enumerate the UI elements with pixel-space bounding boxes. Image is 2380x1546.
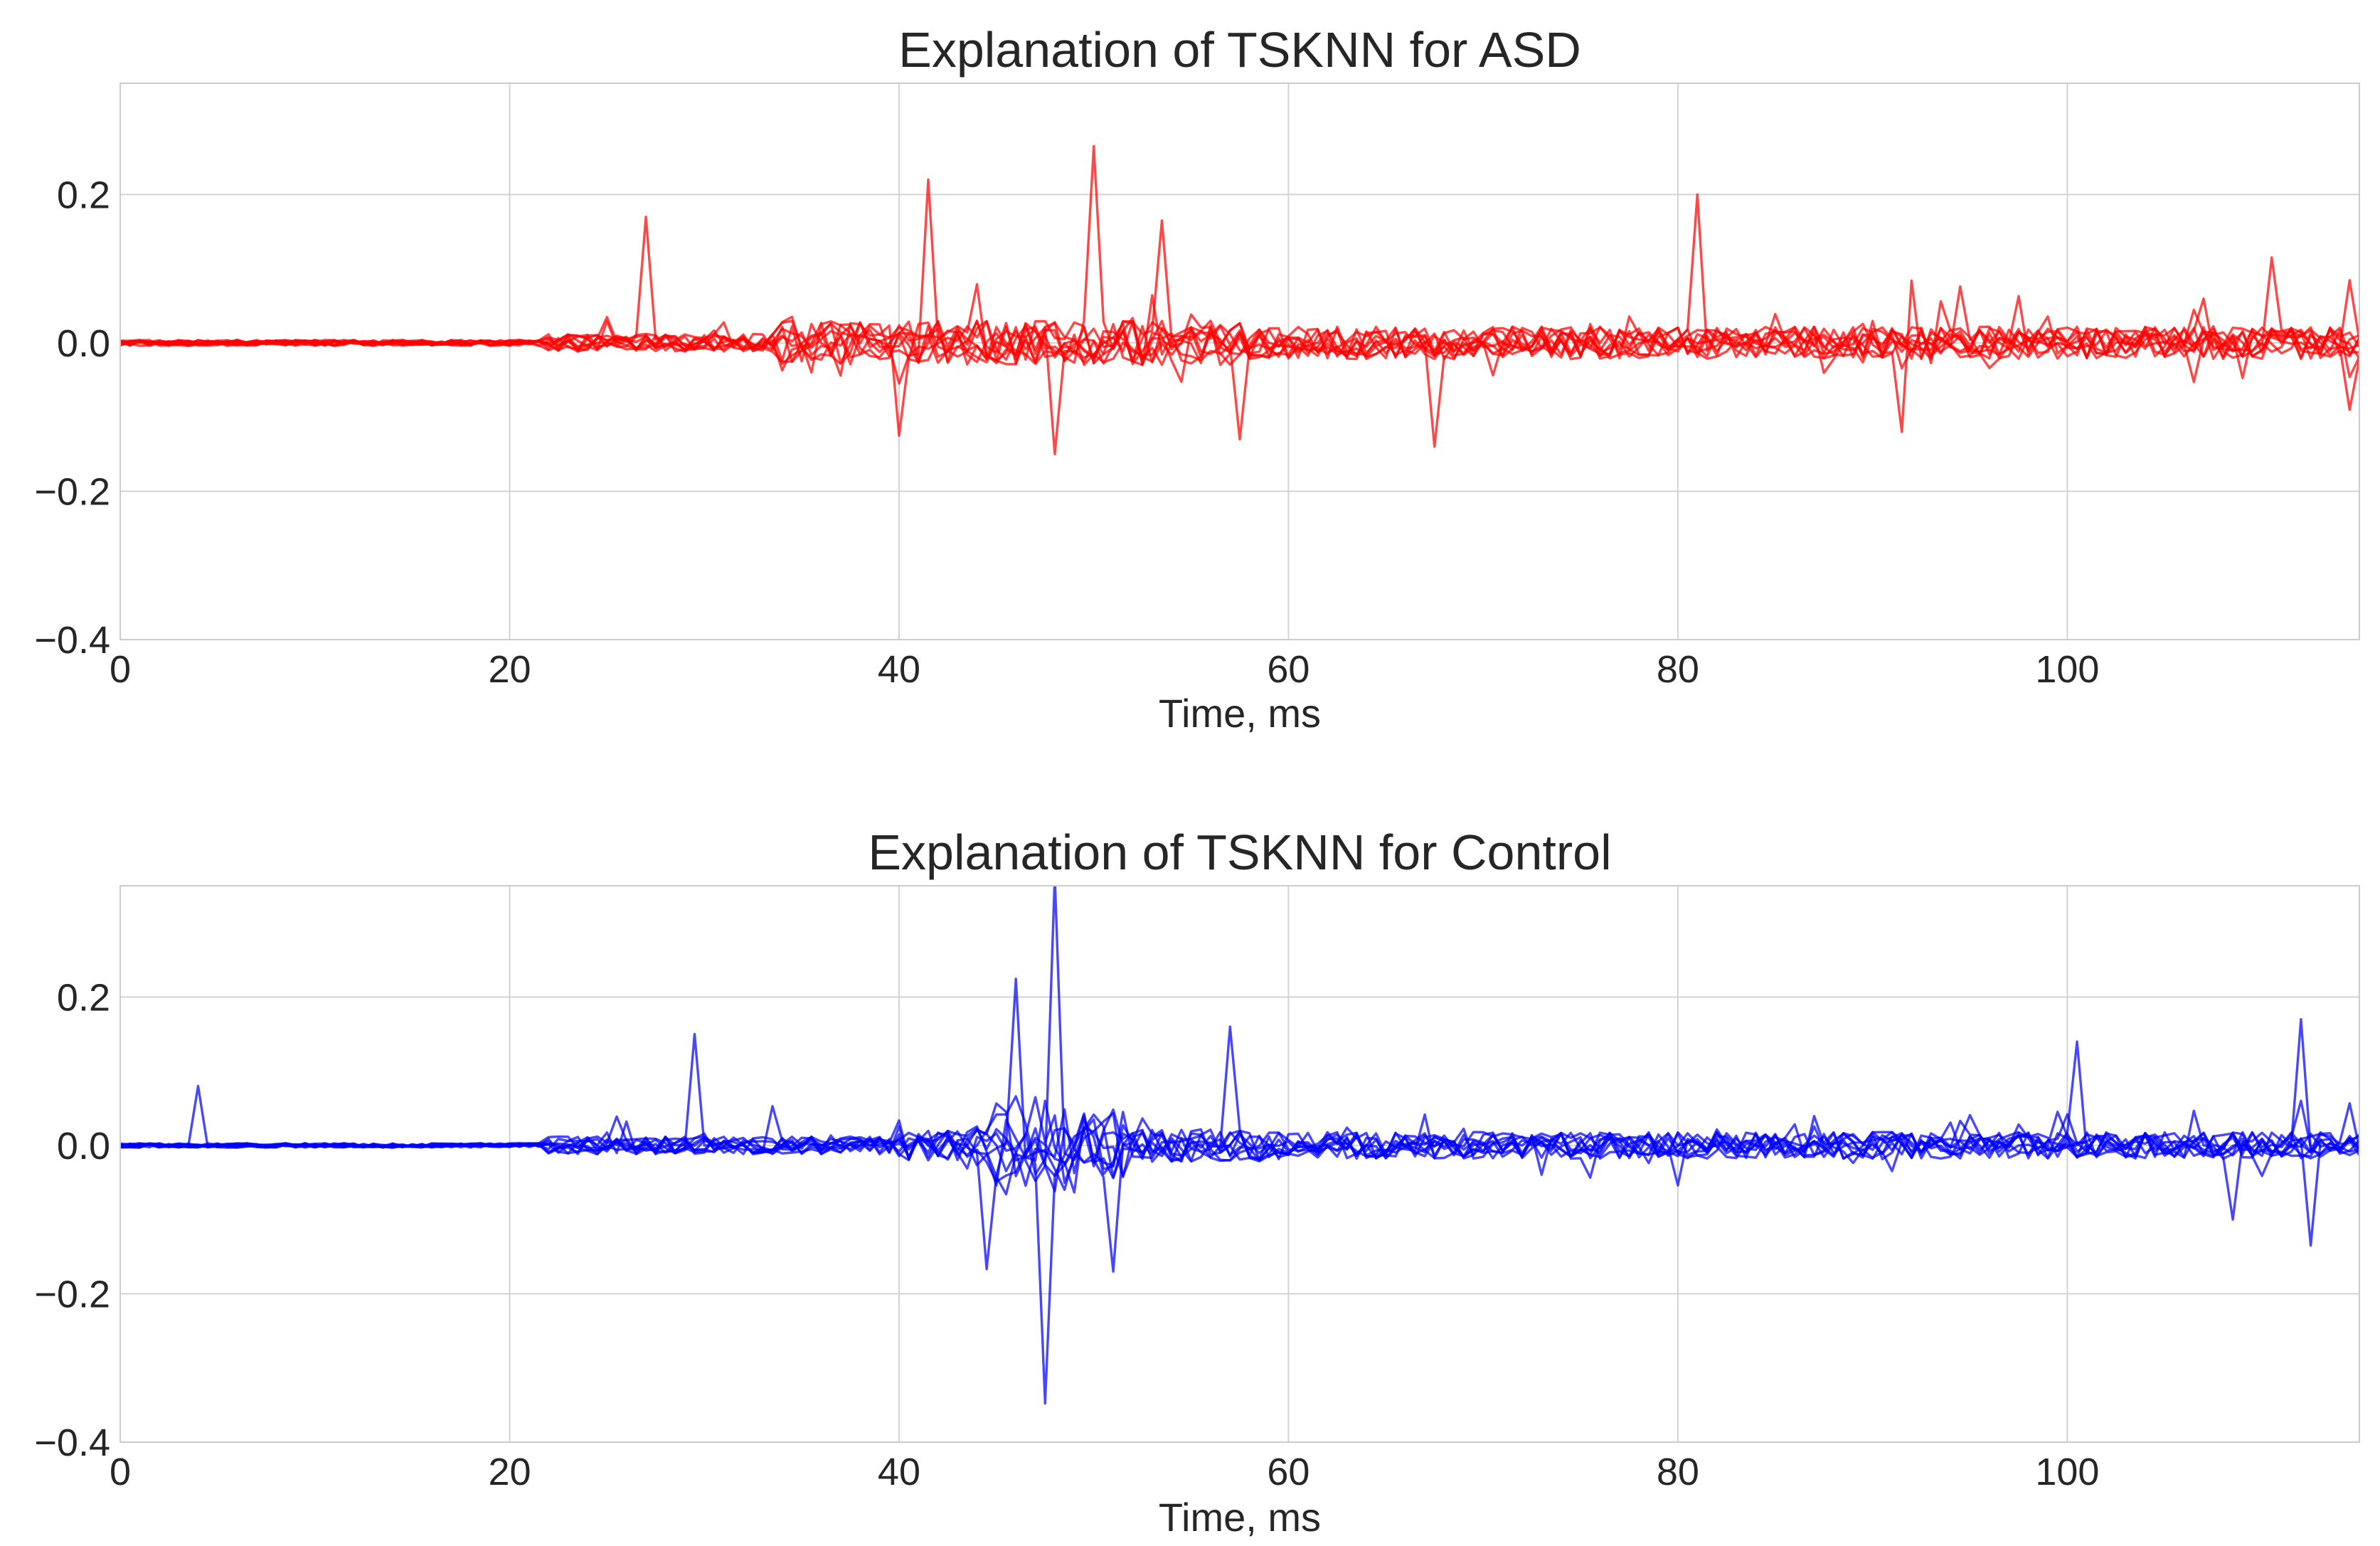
control-series-group bbox=[120, 886, 2359, 1405]
asd-series-line-10 bbox=[120, 279, 2359, 433]
asd-plot-frame bbox=[119, 83, 2360, 640]
asd-x-tick-label: 20 bbox=[488, 648, 531, 691]
asd-series-line-2 bbox=[120, 285, 2359, 437]
control-x-tick-label: 60 bbox=[1267, 1451, 1309, 1493]
asd-y-tick-label: −0.2 bbox=[34, 470, 110, 513]
asd-panel-title: Explanation of TSKNN for ASD bbox=[898, 22, 1581, 78]
control-tick-labels: 0 20 40 60 80 100 −0.4 −0.2 0.0 0.2 bbox=[34, 976, 2099, 1493]
asd-x-tick-label: 100 bbox=[2035, 648, 2099, 691]
control-x-tick-label: 20 bbox=[488, 1451, 531, 1493]
control-y-tick-label: −0.4 bbox=[34, 1421, 110, 1464]
asd-y-tick-label: 0.2 bbox=[57, 174, 110, 216]
asd-series-group bbox=[120, 144, 2359, 455]
control-y-tick-label: 0.2 bbox=[57, 976, 110, 1019]
control-x-tick-label: 80 bbox=[1657, 1451, 1699, 1493]
control-x-axis-label: Time, ms bbox=[1159, 1495, 1321, 1540]
control-panel: Explanation of TSKNN for Control 0 20 40 60… bbox=[34, 825, 2360, 1540]
control-series-line-9 bbox=[120, 1040, 2359, 1185]
asd-y-tick-label: −0.4 bbox=[34, 619, 110, 662]
control-y-tick-label: 0.0 bbox=[57, 1125, 110, 1168]
control-series-line-2 bbox=[120, 1032, 2359, 1247]
control-panel-title: Explanation of TSKNN for Control bbox=[868, 825, 1611, 880]
control-y-tick-label: −0.2 bbox=[34, 1273, 110, 1315]
asd-tick-labels: 0 20 40 60 80 100 −0.4 −0.2 0.0 0.2 bbox=[34, 174, 2099, 691]
asd-series-line-9 bbox=[120, 193, 2359, 383]
control-x-tick-label: 40 bbox=[878, 1451, 920, 1493]
control-x-tick-label: 100 bbox=[2035, 1451, 2099, 1493]
asd-x-tick-label: 40 bbox=[878, 648, 920, 691]
asd-x-axis-label: Time, ms bbox=[1159, 691, 1321, 736]
asd-x-tick-label: 0 bbox=[110, 648, 131, 691]
control-x-tick-label: 0 bbox=[110, 1451, 131, 1493]
control-grid bbox=[119, 886, 2359, 1443]
control-series-line-10 bbox=[120, 1105, 2359, 1221]
asd-grid bbox=[119, 83, 2359, 640]
control-series-line-3 bbox=[120, 1113, 2359, 1271]
asd-x-tick-label: 80 bbox=[1657, 648, 1699, 691]
control-series-line-8 bbox=[120, 1025, 2359, 1196]
asd-x-tick-label: 60 bbox=[1267, 648, 1309, 691]
asd-y-tick-label: 0.0 bbox=[57, 322, 110, 365]
asd-panel: Explanation of TSKNN for ASD 0 20 40 60 80 10… bbox=[34, 22, 2360, 736]
control-plot-frame bbox=[119, 885, 2360, 1443]
